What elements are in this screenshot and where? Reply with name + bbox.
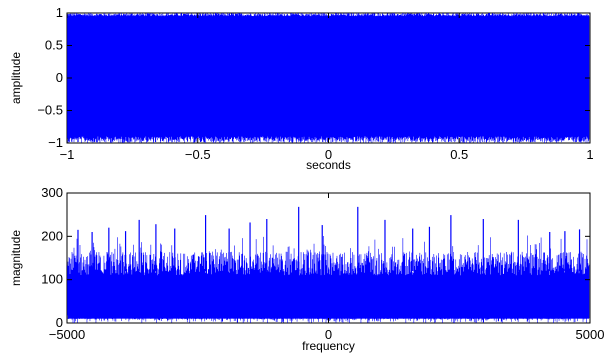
time-y-tick-label: 1 [56, 5, 63, 20]
time-y-tick-label: 0 [56, 70, 63, 85]
frequency-x-axis-label: frequency [302, 339, 355, 353]
time-y-tick-label: 0.5 [45, 38, 63, 53]
frequency-y-tick-label: 100 [41, 272, 63, 287]
time-x-tick-label: 0.5 [450, 147, 468, 162]
time-y-tick-label: −1 [48, 135, 63, 150]
frequency-x-tick-label: 0 [325, 327, 332, 342]
time-x-axis-label: seconds [306, 158, 351, 172]
frequency-x-tick-label: 5000 [576, 327, 605, 342]
time-x-tick-label: −0.5 [185, 147, 211, 162]
magnitude-spectrum-area [67, 206, 590, 323]
time-y-axis-label: amplitude [9, 52, 23, 104]
time-x-tick-label: 1 [586, 147, 593, 162]
time-x-tick-label: 0 [325, 147, 332, 162]
time-x-tick-label: −1 [60, 147, 75, 162]
frequency-x-tick-label: −5000 [49, 327, 86, 342]
time-signal-area [67, 13, 590, 143]
frequency-y-axis-label: magnitude [9, 230, 23, 286]
frequency-y-tick-label: 300 [41, 185, 63, 200]
time-domain-plot: −1 −0.5 0 0.5 1 −1 −0.5 0 0.5 1 seconds amplitude [9, 5, 594, 172]
time-plot-ticks: −1 −0.5 0 0.5 1 −1 −0.5 0 0.5 1 [37, 5, 593, 162]
spectrum-trace [67, 235, 590, 323]
frequency-y-tick-label: 200 [41, 228, 63, 243]
frequency-y-tick-label: 0 [56, 315, 63, 330]
time-y-tick-label: −0.5 [37, 103, 63, 118]
noise-trace [67, 13, 590, 143]
